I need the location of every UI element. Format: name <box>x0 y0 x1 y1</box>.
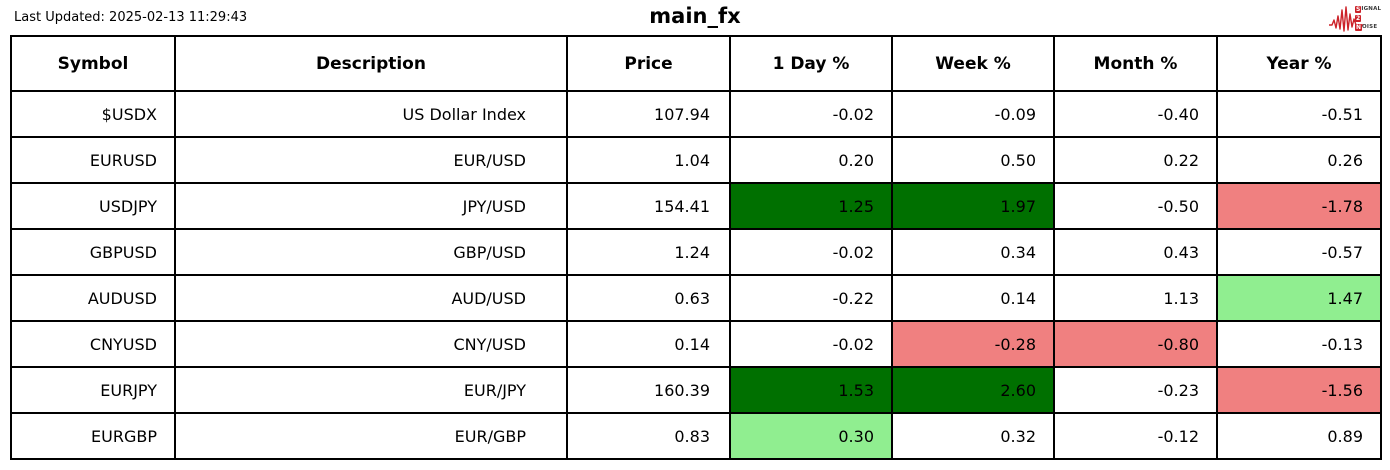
pct-cell: 0.32 <box>891 412 1055 460</box>
description-cell: EUR/JPY <box>174 366 568 414</box>
symbol-cell: USDJPY <box>10 182 176 230</box>
price-cell: 107.94 <box>566 90 731 138</box>
fx-table-header: Symbol Description Price 1 Day % Week % … <box>10 35 1382 92</box>
logo-line-noise: N OISE <box>1355 23 1387 32</box>
pct-cell: 0.34 <box>891 228 1055 276</box>
logo-word-noise: OISE <box>1362 24 1378 30</box>
logo-line-2: 2 <box>1355 14 1387 23</box>
pct-cell: 0.50 <box>891 136 1055 184</box>
description-cell: GBP/USD <box>174 228 568 276</box>
price-cell: 0.83 <box>566 412 731 460</box>
description-cell: CNY/USD <box>174 320 568 368</box>
fx-table: Symbol Description Price 1 Day % Week % … <box>10 35 1382 460</box>
logo-letter-s: S <box>1355 6 1362 13</box>
pct-cell: -0.80 <box>1053 320 1218 368</box>
table-row: GBPUSD GBP/USD 1.24 -0.02 0.34 0.43 -0.5… <box>10 228 1382 276</box>
pct-cell: -0.12 <box>1053 412 1218 460</box>
column-header-month: Month % <box>1053 35 1218 92</box>
logo-line-signal: S IGNAL <box>1355 5 1387 14</box>
pct-cell: -0.13 <box>1216 320 1382 368</box>
pct-cell: -0.22 <box>729 274 893 322</box>
pct-cell: -1.78 <box>1216 182 1382 230</box>
table-body: $USDX US Dollar Index 107.94 -0.02 -0.09… <box>10 90 1382 460</box>
header-row: Symbol Description Price 1 Day % Week % … <box>10 35 1382 92</box>
logo-word-signal: IGNAL <box>1361 6 1382 12</box>
pct-cell: -0.51 <box>1216 90 1382 138</box>
pct-cell: -0.23 <box>1053 366 1218 414</box>
description-cell: US Dollar Index <box>174 90 568 138</box>
column-header-price: Price <box>566 35 731 92</box>
pct-cell: 0.26 <box>1216 136 1382 184</box>
description-cell: AUD/USD <box>174 274 568 322</box>
price-cell: 1.24 <box>566 228 731 276</box>
pct-cell: -0.50 <box>1053 182 1218 230</box>
symbol-cell: GBPUSD <box>10 228 176 276</box>
column-header-symbol: Symbol <box>10 35 176 92</box>
price-cell: 160.39 <box>566 366 731 414</box>
pct-cell: -0.02 <box>729 320 893 368</box>
pct-cell: 1.47 <box>1216 274 1382 322</box>
symbol-cell: EURJPY <box>10 366 176 414</box>
symbol-cell: EURGBP <box>10 412 176 460</box>
pct-cell: 0.20 <box>729 136 893 184</box>
pct-cell: 1.97 <box>891 182 1055 230</box>
pct-cell: 1.25 <box>729 182 893 230</box>
logo-letter-n: N <box>1355 24 1363 31</box>
column-header-week: Week % <box>891 35 1055 92</box>
description-cell: EUR/USD <box>174 136 568 184</box>
column-header-description: Description <box>174 35 568 92</box>
pct-cell: 0.43 <box>1053 228 1218 276</box>
pct-cell: 0.14 <box>891 274 1055 322</box>
symbol-cell: CNYUSD <box>10 320 176 368</box>
pct-cell: 0.89 <box>1216 412 1382 460</box>
pct-cell: 1.13 <box>1053 274 1218 322</box>
logo-text: S IGNAL 2 N OISE <box>1355 5 1387 32</box>
pct-cell: -0.02 <box>729 228 893 276</box>
pct-cell: 0.22 <box>1053 136 1218 184</box>
pct-cell: 2.60 <box>891 366 1055 414</box>
signal2noise-logo: S IGNAL 2 N OISE <box>1329 2 1387 36</box>
pct-cell: -0.28 <box>891 320 1055 368</box>
table-row: AUDUSD AUD/USD 0.63 -0.22 0.14 1.13 1.47 <box>10 274 1382 322</box>
description-cell: EUR/GBP <box>174 412 568 460</box>
page-title: main_fx <box>649 4 741 28</box>
table-row: CNYUSD CNY/USD 0.14 -0.02 -0.28 -0.80 -0… <box>10 320 1382 368</box>
pct-cell: -1.56 <box>1216 366 1382 414</box>
pct-cell: -0.40 <box>1053 90 1218 138</box>
symbol-cell: EURUSD <box>10 136 176 184</box>
table-row: EURUSD EUR/USD 1.04 0.20 0.50 0.22 0.26 <box>10 136 1382 184</box>
pct-cell: -0.57 <box>1216 228 1382 276</box>
column-header-year: Year % <box>1216 35 1382 92</box>
pct-cell: 1.53 <box>729 366 893 414</box>
table-row: EURJPY EUR/JPY 160.39 1.53 2.60 -0.23 -1… <box>10 366 1382 414</box>
price-cell: 1.04 <box>566 136 731 184</box>
table-row: EURGBP EUR/GBP 0.83 0.30 0.32 -0.12 0.89 <box>10 412 1382 460</box>
table-row: $USDX US Dollar Index 107.94 -0.02 -0.09… <box>10 90 1382 138</box>
price-cell: 0.14 <box>566 320 731 368</box>
symbol-cell: $USDX <box>10 90 176 138</box>
last-updated-timestamp: Last Updated: 2025-02-13 11:29:43 <box>14 10 248 25</box>
column-header-1day: 1 Day % <box>729 35 893 92</box>
symbol-cell: AUDUSD <box>10 274 176 322</box>
pct-cell: -0.09 <box>891 90 1055 138</box>
logo-digit-2: 2 <box>1355 15 1362 22</box>
pct-cell: -0.02 <box>729 90 893 138</box>
price-cell: 0.63 <box>566 274 731 322</box>
description-cell: JPY/USD <box>174 182 568 230</box>
pct-cell: 0.30 <box>729 412 893 460</box>
price-cell: 154.41 <box>566 182 731 230</box>
table-row: USDJPY JPY/USD 154.41 1.25 1.97 -0.50 -1… <box>10 182 1382 230</box>
